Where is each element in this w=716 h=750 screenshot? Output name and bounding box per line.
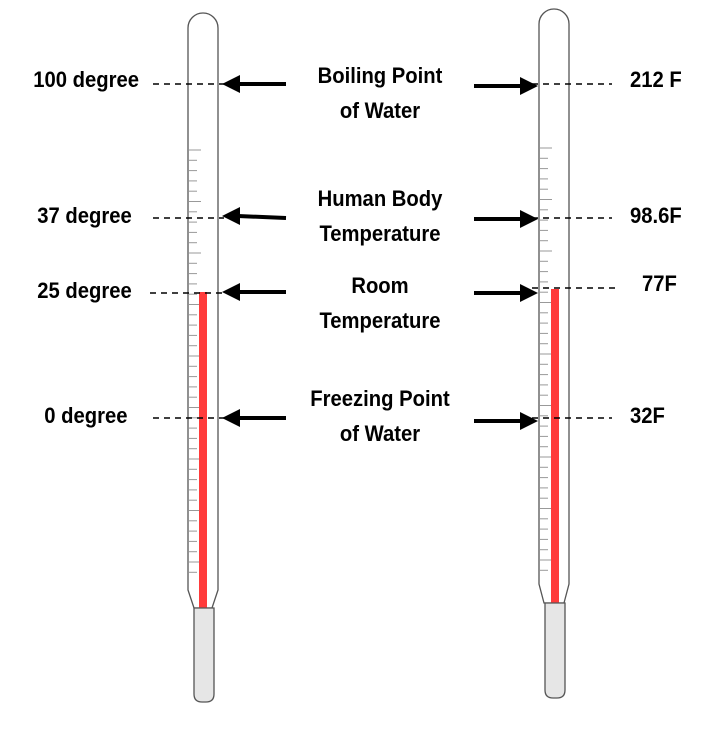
caption-human-body-line1: Human Body <box>317 186 443 211</box>
label-37-degree: 37 degree <box>37 203 132 228</box>
caption-room-temperature-line1: Room <box>351 273 409 298</box>
arrow-left-body <box>222 207 287 225</box>
fahrenheit-bulb <box>544 602 566 699</box>
caption-boiling-point-line2: of Water <box>339 98 421 123</box>
fahrenheit-thermometer <box>538 8 570 699</box>
arrow-right-freezing <box>474 412 538 430</box>
caption-freezing-point-line2: of Water <box>339 421 421 446</box>
label-100-degree: 100 degree <box>33 67 139 92</box>
caption-room-temperature-line2: Temperature <box>319 308 441 333</box>
dashed-leader-lines <box>150 83 620 419</box>
arrow-left-room <box>222 283 286 301</box>
label-77-f: 77F <box>642 271 677 296</box>
label-32-f: 32F <box>630 403 665 428</box>
caption-freezing-point-line1: Freezing Point <box>310 386 450 411</box>
label-0-degree: 0 degree <box>43 403 127 428</box>
celsius-bulb <box>193 607 215 703</box>
fahrenheit-tick-marks <box>540 147 552 571</box>
label-25-degree: 25 degree <box>37 278 132 303</box>
celsius-thermometer <box>187 12 219 703</box>
arrow-right-boiling <box>474 77 538 95</box>
caption-human-body-line2: Temperature <box>319 221 441 246</box>
arrow-right-body <box>474 210 538 228</box>
celsius-tick-marks <box>189 149 201 573</box>
arrow-left-freezing <box>222 409 286 427</box>
label-212-f: 212 F <box>630 67 682 92</box>
label-98-6-f: 98.6F <box>630 203 682 228</box>
arrow-right-room <box>474 284 538 302</box>
caption-boiling-point-line1: Boiling Point <box>317 63 443 88</box>
arrow-left-boiling <box>222 75 286 93</box>
pointer-arrows <box>222 75 538 430</box>
celsius-mercury-column <box>199 292 207 608</box>
fahrenheit-mercury-column <box>551 289 559 603</box>
